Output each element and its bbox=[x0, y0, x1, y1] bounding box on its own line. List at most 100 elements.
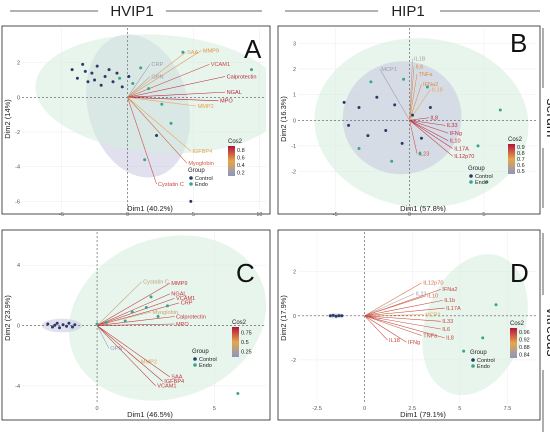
individual-point-control bbox=[103, 75, 107, 79]
variable-arrow bbox=[96, 283, 170, 326]
individual-point-control bbox=[334, 314, 338, 318]
individual-point-endo bbox=[149, 295, 153, 299]
variable-label: VCAM1 bbox=[157, 384, 176, 390]
y-tick-label: -2 bbox=[291, 358, 296, 364]
legend-cos2-title: Cos2 bbox=[508, 137, 523, 143]
cos2-tick-label: 0.5 bbox=[241, 340, 249, 346]
cos2-tick-label: 0.9 bbox=[517, 145, 525, 151]
individual-point-control bbox=[384, 129, 388, 133]
individual-point-control bbox=[46, 322, 50, 326]
individual-point-endo bbox=[144, 305, 148, 309]
variable-arrow bbox=[96, 281, 142, 326]
confidence-ellipse-endo bbox=[422, 254, 528, 396]
variable-label: IL6 bbox=[442, 327, 450, 333]
plot-area: SAA MMP9 VCAM1 Calprotectin NGAL MPO MMP2 CRP OP… bbox=[22, 28, 266, 210]
x-tick-label: 0 bbox=[126, 212, 129, 218]
variable-arrow bbox=[409, 66, 415, 121]
variable-label: TNFa bbox=[423, 333, 438, 339]
variable-label: Myoglobin bbox=[153, 310, 179, 316]
individual-point-control bbox=[70, 68, 74, 72]
variable-arrow bbox=[409, 120, 453, 157]
variable-label: Myoglobin bbox=[188, 161, 214, 167]
y-tick-label: 1 bbox=[293, 93, 296, 99]
variable-label: IL8 bbox=[430, 116, 438, 122]
cos2-colorbar bbox=[510, 328, 517, 358]
x-tick-label: 10 bbox=[256, 212, 262, 218]
confidence-ellipse-endo bbox=[35, 34, 266, 154]
variable-label: NGAL bbox=[227, 90, 242, 96]
individual-point-control bbox=[115, 71, 119, 75]
cos2-tick-label: 0.2 bbox=[237, 170, 245, 176]
variable-label: Calprotectin bbox=[176, 314, 206, 320]
pca-panel-a: SAA MMP9 VCAM1 Calprotectin NGAL MPO MMP2 CRP OP… bbox=[1, 25, 271, 218]
panels: SAA MMP9 VCAM1 Calprotectin NGAL MPO MMP2 CRP OP… bbox=[1, 25, 541, 421]
x-tick-label: 5 bbox=[458, 406, 461, 412]
individual-point-endo bbox=[249, 68, 253, 72]
individual-point-control bbox=[419, 136, 423, 140]
pca-panel-c: Cystatin C MMP9NGALVCAM1CRPMyoglobinCalpr… bbox=[1, 229, 271, 421]
variable-arrow bbox=[409, 117, 429, 121]
cos2-tick-label: 0.6 bbox=[237, 155, 245, 161]
variable-arrow bbox=[127, 76, 151, 98]
panel-letter: C bbox=[236, 258, 255, 288]
variable-label: Cystatin C bbox=[143, 280, 169, 286]
legend-cos2-title: Cos2 bbox=[510, 321, 525, 327]
legend-group-title: Group bbox=[470, 350, 487, 356]
x-tick-label: 2.5 bbox=[408, 406, 416, 412]
individual-point-control bbox=[366, 134, 370, 138]
individual-point-control bbox=[155, 133, 159, 137]
individual-point-control bbox=[58, 326, 62, 330]
variable-arrow bbox=[96, 325, 170, 378]
individual-point-control bbox=[357, 105, 361, 109]
legend-group-title: Group bbox=[468, 166, 485, 172]
variable-arrow bbox=[127, 97, 157, 185]
individual-point-endo bbox=[462, 349, 466, 353]
individual-point-control bbox=[61, 323, 65, 327]
variable-label: OPN bbox=[110, 346, 122, 352]
panel-letter: D bbox=[510, 258, 529, 288]
variable-arrow bbox=[127, 91, 226, 98]
panel-letter: A bbox=[244, 34, 262, 64]
variable-arrow bbox=[364, 315, 422, 336]
individual-point-endo bbox=[139, 66, 143, 70]
cos2-colorbar bbox=[228, 146, 235, 176]
cos2-tick-label: 0.75 bbox=[241, 331, 252, 337]
individual-point-control bbox=[189, 199, 193, 203]
individual-point-control bbox=[65, 324, 69, 328]
legend-cos2-title: Cos2 bbox=[232, 320, 247, 326]
individual-point-endo bbox=[357, 146, 361, 150]
y-tick-label: 3 bbox=[293, 41, 296, 47]
individual-point-control bbox=[53, 323, 57, 327]
legend-entry: Control bbox=[199, 357, 217, 363]
individual-point-control bbox=[347, 123, 351, 127]
x-axis-label: Dim1 (57.8%) bbox=[400, 204, 446, 213]
individual-point-endo bbox=[181, 50, 185, 54]
variable-label: OPN bbox=[151, 74, 163, 80]
cos2-tick-label: 0.96 bbox=[519, 330, 530, 336]
x-tick-label: 5 bbox=[192, 212, 195, 218]
variable-arrow bbox=[127, 97, 188, 164]
cos2-colorbar bbox=[232, 327, 239, 357]
variable-label: IL10 bbox=[450, 139, 461, 145]
variable-label: MMP2 bbox=[198, 104, 214, 110]
variable-label: MMP9 bbox=[203, 48, 219, 54]
cos2-tick-label: 0.5 bbox=[517, 169, 525, 175]
individual-point-endo bbox=[169, 121, 173, 125]
legend-key-endo bbox=[193, 363, 197, 367]
y-tick-label: -4 bbox=[15, 384, 20, 390]
individual-point-endo bbox=[369, 80, 373, 84]
y-tick-label: -6 bbox=[15, 199, 20, 205]
variable-arrow bbox=[364, 315, 441, 330]
variable-arrow bbox=[97, 323, 175, 326]
plot-area: Cystatin C MMP9NGALVCAM1CRPMyoglobinCalpr… bbox=[22, 232, 266, 404]
individual-point-control bbox=[99, 83, 103, 87]
cos2-tick-label: 0.84 bbox=[519, 352, 530, 358]
confidence-ellipse-endo bbox=[68, 235, 266, 401]
individual-point-control bbox=[342, 100, 346, 104]
variable-arrow bbox=[127, 97, 219, 102]
cos2-tick-label: 0.8 bbox=[237, 148, 245, 154]
variable-label: IL18 bbox=[432, 87, 443, 93]
individual-point-endo bbox=[418, 152, 422, 156]
